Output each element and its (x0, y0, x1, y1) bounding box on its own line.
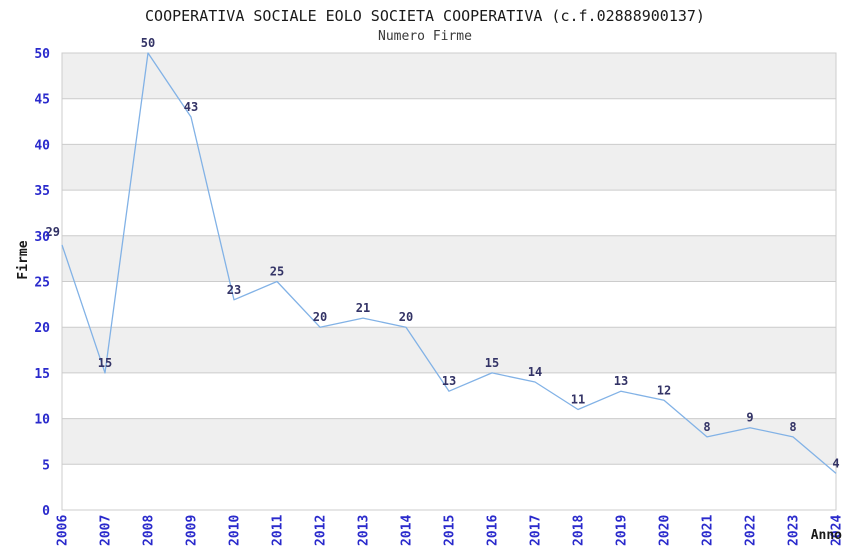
x-tick-label: 2006 (56, 515, 71, 546)
x-tick-label: 2023 (787, 515, 802, 546)
data-label: 20 (313, 310, 327, 324)
x-tick-label: 2010 (228, 515, 243, 546)
x-tick-label: 2018 (572, 515, 587, 546)
data-label: 13 (442, 374, 456, 388)
y-axis-title: Firme (16, 240, 31, 279)
y-tick-label: 40 (34, 138, 50, 153)
y-tick-label: 45 (34, 93, 50, 108)
data-label: 20 (399, 310, 413, 324)
y-tick-label: 0 (42, 504, 50, 519)
x-tick-label: 2015 (443, 515, 458, 546)
data-label: 8 (703, 420, 710, 434)
chart-title: COOPERATIVA SOCIALE EOLO SOCIETA COOPERA… (145, 7, 705, 25)
y-tick-label: 15 (34, 367, 50, 382)
data-label: 50 (141, 36, 155, 50)
grid-band (62, 53, 836, 99)
x-tick-label: 2019 (615, 515, 630, 546)
x-tick-label: 2011 (271, 515, 286, 546)
data-label: 4 (832, 456, 839, 470)
x-tick-label: 2014 (400, 515, 415, 546)
grid-band (62, 235, 836, 282)
x-tick-label: 2013 (357, 515, 372, 546)
y-tick-label: 20 (34, 321, 50, 336)
data-label: 13 (614, 374, 628, 388)
x-tick-label: 2024 (830, 515, 845, 546)
x-tick-label: 2017 (529, 515, 544, 546)
x-tick-label: 2021 (701, 515, 716, 546)
chart-subtitle: Numero Firme (378, 29, 472, 44)
data-label: 21 (356, 301, 370, 315)
data-label: 23 (227, 283, 241, 297)
y-tick-label: 10 (34, 413, 50, 428)
y-tick-label: 5 (42, 458, 50, 473)
data-label: 43 (184, 100, 198, 114)
x-tick-label: 2008 (142, 515, 157, 546)
x-tick-label: 2020 (658, 515, 673, 546)
x-tick-label: 2012 (314, 515, 329, 546)
y-tick-label: 30 (34, 230, 50, 245)
data-label: 14 (528, 365, 542, 379)
x-tick-label: 2022 (744, 515, 759, 546)
series-line (61, 52, 837, 474)
y-tick-label: 50 (34, 47, 50, 62)
y-tick-label: 25 (34, 276, 50, 291)
x-axis-title: Anno (811, 528, 842, 543)
plot-border (61, 52, 837, 511)
x-tick-label: 2016 (486, 515, 501, 546)
data-label: 15 (98, 356, 112, 370)
grid-band (62, 144, 836, 191)
x-tick-label: 2009 (185, 515, 200, 546)
x-tick-label: 2007 (99, 515, 114, 546)
data-label: 29 (46, 225, 60, 239)
data-label: 8 (789, 420, 796, 434)
data-label: 11 (571, 393, 585, 407)
data-label: 15 (485, 356, 499, 370)
grid-band (62, 327, 836, 373)
grid-band (62, 418, 836, 465)
data-label: 25 (270, 265, 284, 279)
data-label: 12 (657, 383, 671, 397)
data-label: 9 (746, 411, 753, 425)
y-tick-label: 35 (34, 184, 50, 199)
